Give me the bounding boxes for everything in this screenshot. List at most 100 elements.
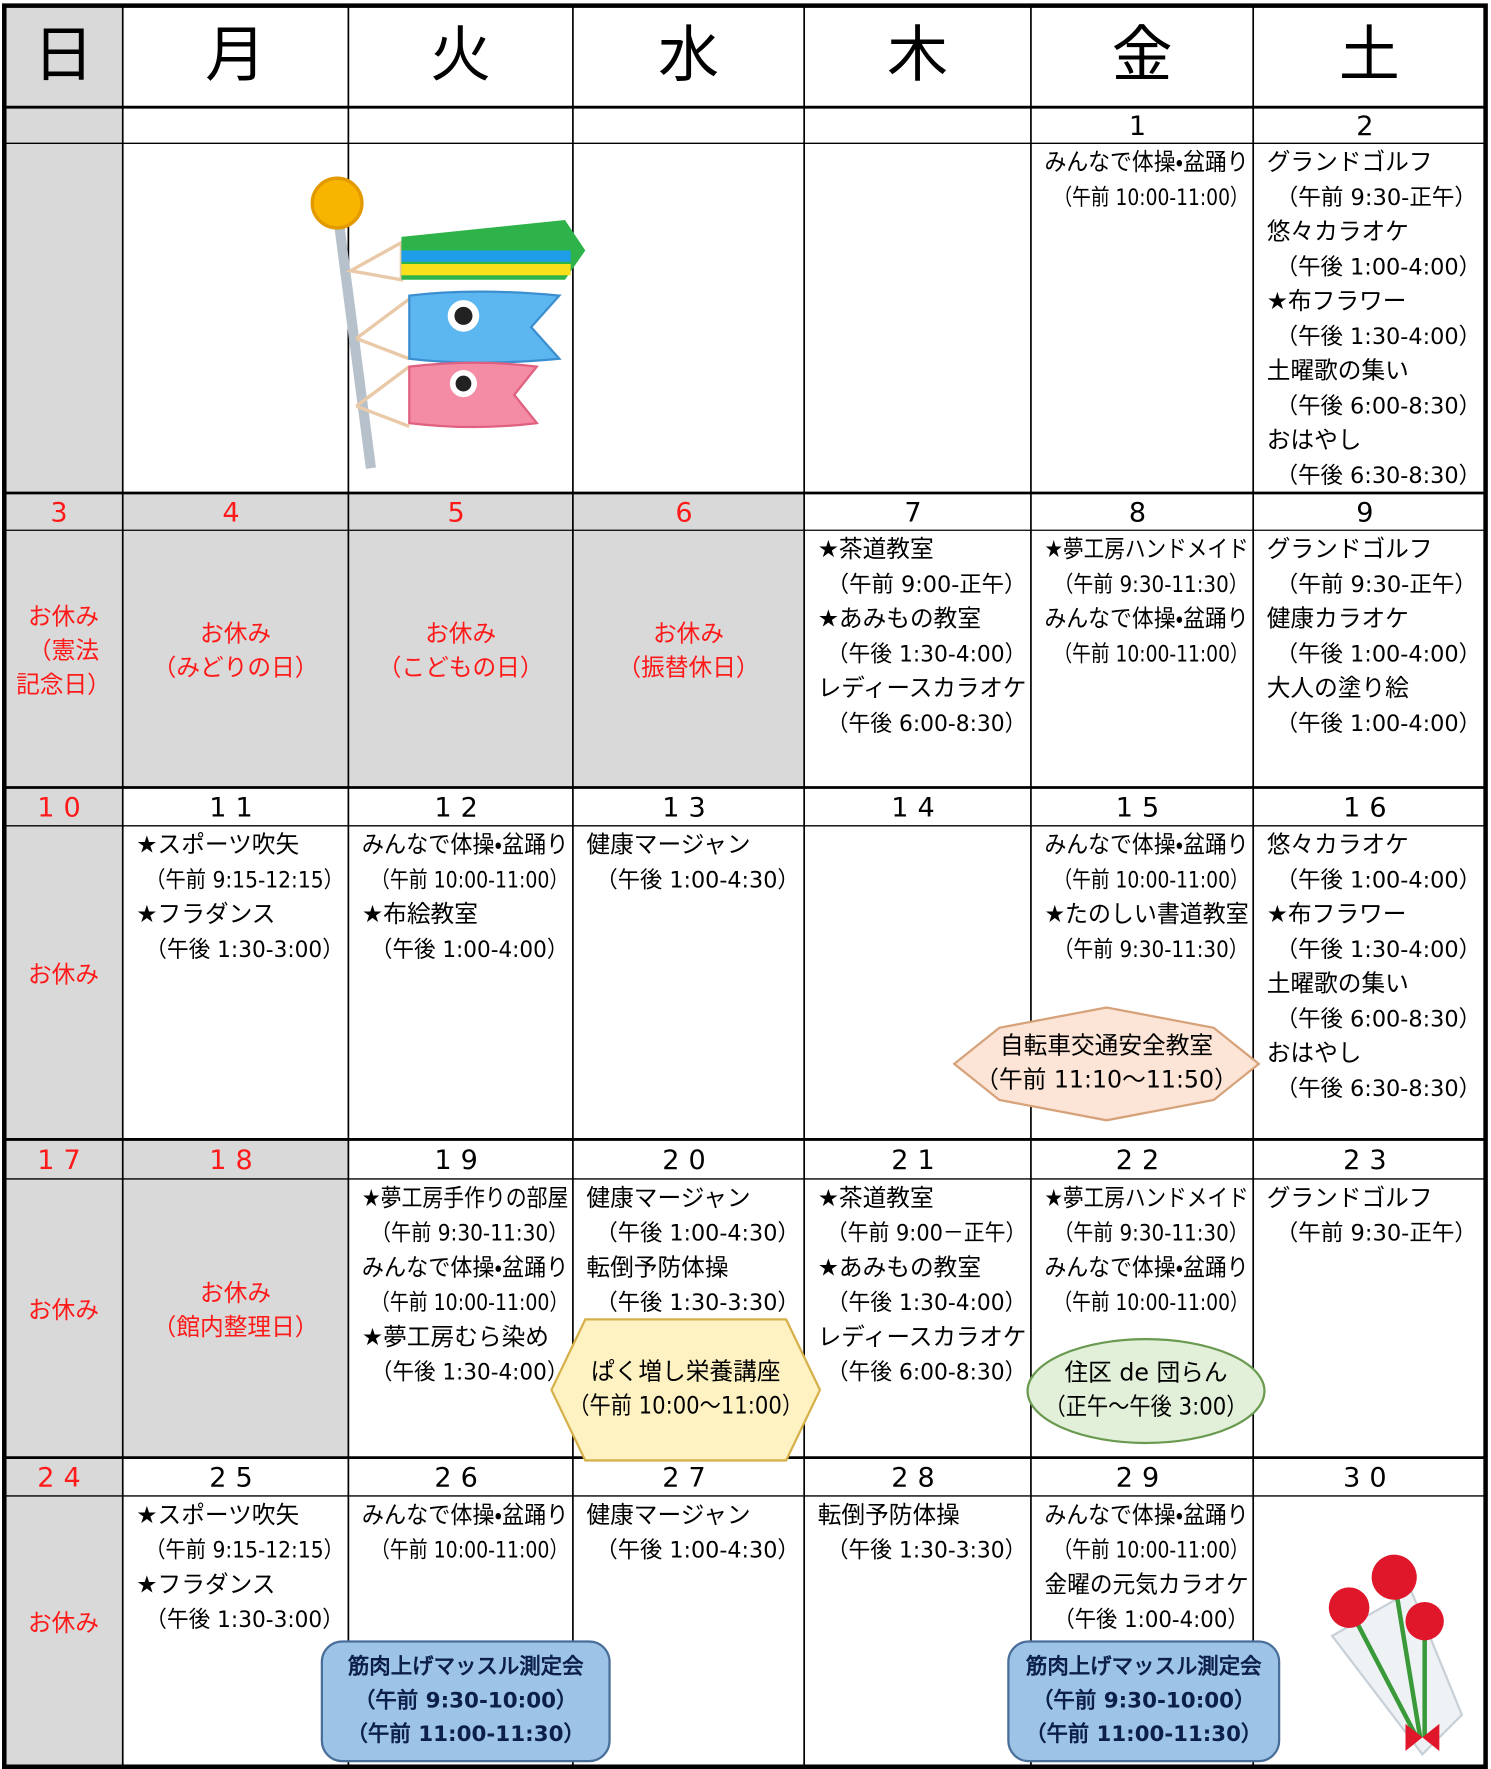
callout-text: 自転車交通安全教室 [1000,1031,1213,1059]
event-time: （午前 10:00-11:00） [371,867,568,893]
holiday-label: （振替休日） [617,654,759,682]
event-title: レディースカラオケ [818,1323,1027,1351]
event-title: ★茶道教室 [818,1184,934,1212]
holiday-label: （憲法 [28,637,99,665]
event-title: 悠々カラオケ [1267,218,1409,246]
callout-text: （正午～午後 3:00） [1044,1392,1247,1420]
red-carp [408,361,539,429]
event-title: 大人の塗り絵 [1267,674,1409,702]
event-time: （午前 9:30-11:30） [1053,937,1248,963]
weekday-label: 土 [1339,19,1400,90]
event-time: （午前 9:30-正午） [1276,1221,1477,1247]
header-sunday-bg [4,5,123,108]
date-number: 9 [1356,497,1382,528]
callout-text: （午前 9:30-10:00） [354,1687,578,1713]
holiday-bg [348,493,573,788]
date-number: 10 [37,792,90,823]
weekday-label: 金 [1112,19,1173,90]
holiday-label: （みどりの日） [153,654,319,682]
weekday-label: 木 [887,19,948,90]
holiday-label: お休み [653,620,724,648]
date-number: 12 [434,792,487,823]
event-time: （午後 1:00-4:00） [1276,641,1481,667]
callout-text: 筋肉上げマッスル測定会 [1025,1653,1262,1679]
pole [332,208,376,469]
stems [1347,1579,1427,1739]
weekday-label: 月 [205,19,266,90]
event-time: （午前 10:00-11:00） [1053,185,1248,211]
sunday-column-bg [4,107,123,1767]
content: 日 月 火 水 木 金 土 1 みんなで体操・盆踊り （午前 10:00-11:00） 2 グランドゴ… [16,19,1481,1637]
backgrounds [4,5,805,1767]
event-time: （午前 10:00-11:00） [371,1290,568,1316]
holiday-label: お休み [425,620,496,648]
date-number: 1 [1129,111,1155,142]
flower [1371,1554,1417,1600]
callouts: 自転車交通安全教室 （午前 11:10～11:50） ぱく増し栄養講座 （午前 10:… [320,1006,1281,1763]
event-time: （午後 6:30-8:30） [1276,1076,1481,1102]
event-title: 転倒予防体操 [586,1253,728,1281]
rope [355,297,411,361]
date-number: 25 [209,1463,262,1494]
event-title: みんなで体操・盆踊り [362,831,568,859]
eye [454,306,473,325]
event-time: （午後 1:30-4:00） [371,1360,568,1386]
event-title: ★スポーツ吹矢 [136,1501,299,1529]
event-title: ★あみもの教室 [818,605,981,633]
date-number: 7 [904,497,930,528]
koinobori-illustration [310,176,586,469]
event-time: （午前 9:30-11:30） [371,1221,568,1247]
callout-shape [1026,1338,1266,1445]
date-number: 20 [662,1145,715,1176]
event-title: ★茶道教室 [818,535,934,563]
event-time: （午前 10:00-11:00） [1053,641,1248,667]
event-title: グランドゴルフ [1267,148,1433,176]
date-number: 3 [50,497,76,528]
event-title: おはやし [1267,426,1362,454]
event-time: （午前 9:15-12:15） [145,1538,344,1564]
event-title: みんなで体操・盆踊り [362,1253,568,1281]
date-number: 24 [37,1463,90,1494]
blue-carp [408,290,562,364]
event-time: （午後 6:00-8:30） [1276,1006,1481,1032]
date-number: 11 [209,792,262,823]
holiday-label: 記念日） [16,670,111,698]
event-title: みんなで体操・盆踊り [1044,1253,1248,1281]
date-number: 18 [209,1145,262,1176]
date-number: 14 [891,792,944,823]
event-time: （午後 1:00-4:30） [595,1221,799,1247]
holiday-bg [122,1139,349,1458]
event-title: みんなで体操・盆踊り [1044,831,1248,859]
holiday-label: お休み [28,1296,99,1324]
event-time: （午前 10:00-11:00） [1053,1538,1248,1564]
event-time: （午後 1:30-4:00） [827,641,1027,667]
eye [455,375,472,392]
event-title: 悠々カラオケ [1267,831,1409,859]
date-number: 5 [448,497,474,528]
event-title: みんなで体操・盆踊り [1044,148,1248,176]
outer-border [2,3,1488,1769]
event-title: 土曜歌の集い [1267,970,1409,998]
holiday-label: （こどもの日） [378,654,544,682]
event-time: （午後 1:00-4:00） [1276,711,1481,737]
date-number: 13 [662,792,715,823]
grid [2,3,1488,1769]
event-title: ★あみもの教室 [818,1253,981,1281]
event-title: ★布フラワー [1267,287,1407,315]
callout-text: （午前 9:30-10:00） [1032,1687,1256,1713]
callout-text: 筋肉上げマッスル測定会 [347,1653,584,1679]
event-time: （午前 10:00-11:00） [371,1538,568,1564]
weekday-label: 日 [33,19,94,90]
event-title: 転倒予防体操 [818,1501,960,1529]
event-time: （午後 1:30-4:00） [1276,937,1481,963]
holiday-label: お休み [28,1609,99,1637]
event-time: （午後 1:30-3:00） [145,1607,344,1633]
date-number: 30 [1343,1463,1396,1494]
event-title: ★夢工房ハンドメイド [1044,1184,1248,1212]
event-time: （午後 1:00-4:00） [1276,254,1481,280]
event-title: グランドゴルフ [1267,535,1433,563]
event-time: （午後 1:30-3:30） [827,1538,1027,1564]
date-number: 16 [1343,792,1396,823]
